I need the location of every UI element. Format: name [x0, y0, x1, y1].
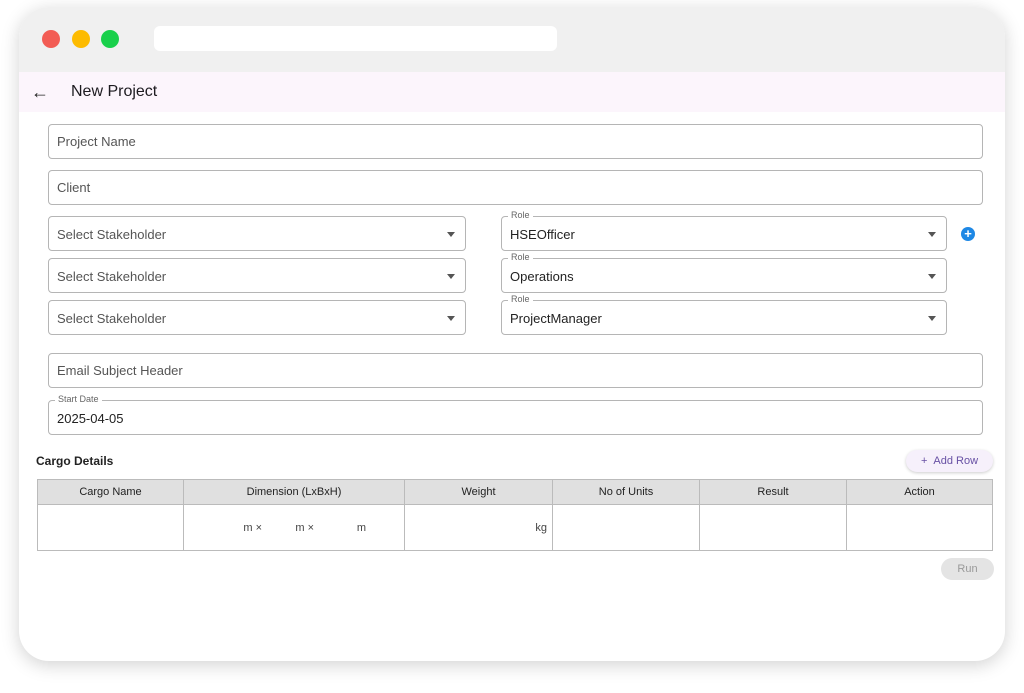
dropdown-caret-icon [447, 232, 455, 237]
table-header-row: Cargo Name Dimension (LxBxH) Weight No o… [37, 479, 993, 505]
minimize-window-button[interactable] [72, 30, 90, 48]
column-header: Weight [404, 479, 553, 505]
cargo-table: Cargo Name Dimension (LxBxH) Weight No o… [37, 479, 993, 551]
dropdown-caret-icon [928, 232, 936, 237]
role-value: ProjectManager [510, 311, 602, 326]
title-bar [19, 7, 1005, 72]
column-header: Dimension (LxBxH) [183, 479, 405, 505]
stakeholder-select-2[interactable]: Select Stakeholder [48, 258, 466, 293]
maximize-window-button[interactable] [101, 30, 119, 48]
breadth-unit: m × [295, 521, 314, 534]
project-name-field[interactable] [48, 124, 983, 159]
page-title: New Project [71, 83, 158, 100]
run-button[interactable]: Run [941, 558, 994, 580]
add-row-label: Add Row [933, 455, 979, 467]
cargo-name-cell[interactable] [37, 504, 184, 551]
cargo-details-heading: Cargo Details [36, 454, 114, 468]
start-date-value: 2025-04-05 [57, 411, 124, 426]
role-select-2[interactable]: Role Operations [501, 252, 947, 293]
app-window: ← New Project Select Stakeholder Role HS… [19, 7, 1005, 661]
stakeholder-placeholder: Select Stakeholder [57, 311, 167, 326]
role-label: Role [508, 252, 533, 262]
stakeholder-select-1[interactable]: Select Stakeholder [48, 216, 466, 251]
units-cell[interactable] [552, 504, 700, 551]
dropdown-caret-icon [928, 274, 936, 279]
dropdown-caret-icon [447, 316, 455, 321]
project-name-input[interactable] [49, 125, 982, 158]
column-header: Result [699, 479, 847, 505]
stakeholder-placeholder: Select Stakeholder [57, 227, 167, 242]
height-unit: m [356, 521, 366, 534]
column-header: No of Units [552, 479, 700, 505]
add-row-button[interactable]: + Add Row [906, 450, 993, 472]
close-window-button[interactable] [42, 30, 60, 48]
column-header: Cargo Name [37, 479, 184, 505]
stakeholder-placeholder: Select Stakeholder [57, 269, 167, 284]
address-bar[interactable] [154, 26, 557, 51]
dropdown-caret-icon [447, 274, 455, 279]
column-header: Action [846, 479, 993, 505]
role-select-1[interactable]: Role HSEOfficer [501, 210, 947, 251]
client-input[interactable] [49, 171, 982, 204]
weight-unit: kg [535, 521, 547, 534]
app-bar: ← New Project [19, 72, 1005, 112]
email-subject-input[interactable] [49, 354, 982, 387]
result-cell [699, 504, 847, 551]
add-stakeholder-plus-icon[interactable]: + [961, 227, 975, 241]
email-subject-field[interactable] [48, 353, 983, 388]
role-select-3[interactable]: Role ProjectManager [501, 294, 947, 335]
dimension-cell[interactable]: m × m × m [183, 504, 405, 551]
role-value: Operations [510, 269, 574, 284]
role-label: Role [508, 210, 533, 220]
action-cell [846, 504, 993, 551]
start-date-field[interactable]: Start Date 2025-04-05 [48, 394, 983, 435]
role-value: HSEOfficer [510, 227, 575, 242]
plus-icon: + [920, 455, 928, 467]
stakeholder-select-3[interactable]: Select Stakeholder [48, 300, 466, 335]
back-arrow-icon[interactable]: ← [31, 81, 49, 102]
weight-cell[interactable]: kg [404, 504, 553, 551]
client-field[interactable] [48, 170, 983, 205]
role-label: Role [508, 294, 533, 304]
table-row: m × m × m kg [37, 504, 993, 551]
dropdown-caret-icon [928, 316, 936, 321]
start-date-label: Start Date [55, 394, 102, 404]
length-unit: m × [243, 521, 262, 534]
